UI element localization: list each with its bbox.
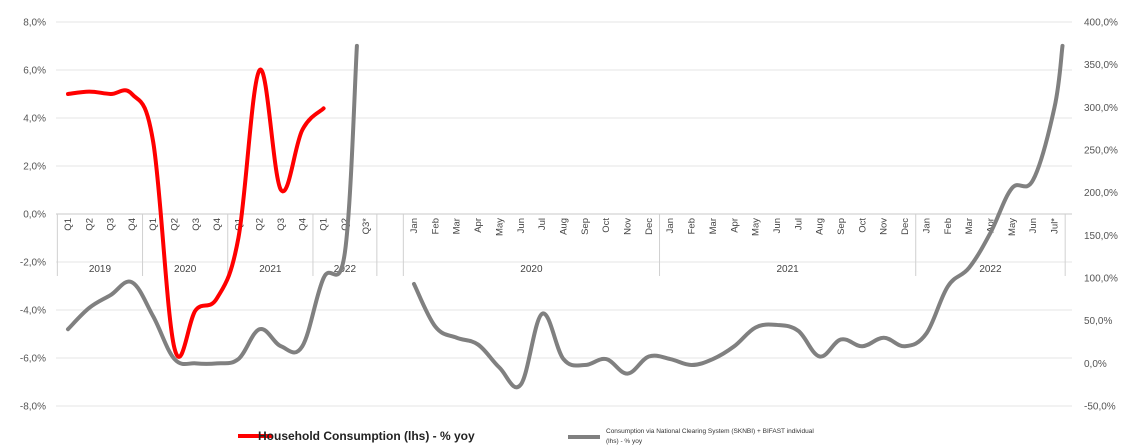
month-tick-label: Feb [943, 218, 954, 234]
quarter-tick-label: Q3 [106, 218, 117, 231]
month-year-label: 2022 [979, 264, 1002, 275]
month-tick-label: Feb [687, 218, 698, 234]
gridlines [56, 21, 1072, 407]
y-right-tick-label: 200,0% [1084, 188, 1118, 199]
legend: Household Consumption (lhs) - % yoy Cons… [238, 428, 814, 445]
month-tick-label: Oct [857, 218, 868, 233]
y-left-tick-label: 2,0% [23, 162, 46, 173]
month-tick-label: Nov [879, 218, 890, 235]
quarter-tick-label: Q1 [319, 218, 330, 231]
series-line-household [66, 67, 326, 359]
y-right-tick-label: 50,0% [1084, 316, 1112, 327]
y-left-tick-label: 6,0% [23, 66, 46, 77]
quarter-tick-label: Q3 [276, 218, 287, 231]
series-line-clearing-1 [66, 43, 359, 367]
legend-label-clearing-line2: (lhs) - % yoy [606, 438, 643, 445]
quarter-tick-label: Q1 [148, 218, 159, 231]
y-left-tick-label: -4,0% [20, 306, 46, 317]
y-right-tick-label: 100,0% [1084, 274, 1118, 285]
legend-label-household: Household Consumption (lhs) - % yoy [258, 429, 475, 443]
y-left-tick-label: -2,0% [20, 258, 46, 269]
quarter-year-label: 2022 [334, 264, 357, 275]
month-tick-label: Mar [964, 218, 975, 234]
month-tick-label: Dec [900, 218, 911, 235]
y-right-tick-label: 150,0% [1084, 231, 1118, 242]
quarter-tick-label: Q2 [170, 218, 181, 231]
month-tick-label: Aug [558, 218, 569, 235]
month-tick-label: Jul [537, 218, 548, 230]
quarter-tick-label: Q4 [212, 218, 223, 231]
month-tick-label: May [1007, 218, 1018, 236]
month-tick-label: Nov [623, 218, 634, 235]
month-tick-label: Jan [921, 218, 932, 233]
y-left-tick-label: -8,0% [20, 402, 46, 413]
month-tick-label: Jul* [1050, 218, 1061, 234]
quarter-tick-label: Q2 [255, 218, 266, 231]
y-right-tick-label: 350,0% [1084, 60, 1118, 71]
quarter-year-label: 2021 [259, 264, 282, 275]
y-right-tick-label: 300,0% [1084, 103, 1118, 114]
month-tick-label: Jun [1028, 218, 1039, 233]
y-left-tick-label: 0,0% [23, 210, 46, 221]
y-left-tick-label: 4,0% [23, 114, 46, 125]
month-tick-label: Jan [665, 218, 676, 233]
quarter-tick-label: Q4 [127, 218, 138, 231]
month-tick-label: Jan [409, 218, 420, 233]
quarter-tick-label: Q2 [84, 218, 95, 231]
quarter-year-label: 2019 [89, 264, 112, 275]
month-tick-label: Sep [580, 218, 591, 235]
quarter-tick-label: Q2 [340, 218, 351, 231]
quarter-tick-label: Q3 [191, 218, 202, 231]
month-tick-label: Apr [729, 218, 740, 233]
month-tick-label: Feb [430, 218, 441, 234]
month-tick-label: Sep [836, 218, 847, 235]
legend-label-clearing-line1: Consumption via National Clearing System… [606, 428, 814, 435]
y-right-tick-label: 400,0% [1084, 18, 1118, 29]
axis-tick-labels: 8,0% 6,0% 4,0% 2,0% 0,0% -2,0% -4,0% -6,0% -8,0%… [20, 18, 1118, 413]
month-tick-label: Mar [452, 218, 463, 234]
y-right-tick-label: 250,0% [1084, 146, 1118, 157]
month-tick-label: Jun [772, 218, 783, 233]
quarter-tick-label: Q3* [361, 218, 372, 235]
month-tick-label: May [751, 218, 762, 236]
month-year-label: 2021 [777, 264, 800, 275]
month-tick-label: May [494, 218, 505, 236]
month-tick-label: Apr [473, 218, 484, 233]
series-layer [66, 43, 1065, 390]
quarter-tick-label: Q4 [297, 218, 308, 231]
month-tick-label: Aug [815, 218, 826, 235]
quarter-year-label: 2020 [174, 264, 197, 275]
month-tick-label: Jun [516, 218, 527, 233]
series-line-clearing-2 [412, 43, 1065, 390]
y-right-tick-label: 0,0% [1084, 359, 1107, 370]
quarter-tick-label: Q1 [63, 218, 74, 231]
y-left-tick-label: -6,0% [20, 354, 46, 365]
month-tick-label: Mar [708, 218, 719, 234]
month-tick-label: Apr [985, 218, 996, 233]
y-right-tick-label: -50,0% [1084, 402, 1116, 413]
category-axis: Q1 Q2 Q3 Q4 Q1 Q2 Q3 Q4 Q1 Q2 Q3 Q4 Q1 Q2 Q3*2019 2020 2… [56, 214, 1066, 276]
month-tick-label: Dec [644, 218, 655, 235]
month-year-label: 2020 [520, 264, 543, 275]
y-left-tick-label: 8,0% [23, 18, 46, 29]
month-tick-label: Jul [793, 218, 804, 230]
month-tick-label: Oct [601, 218, 612, 233]
